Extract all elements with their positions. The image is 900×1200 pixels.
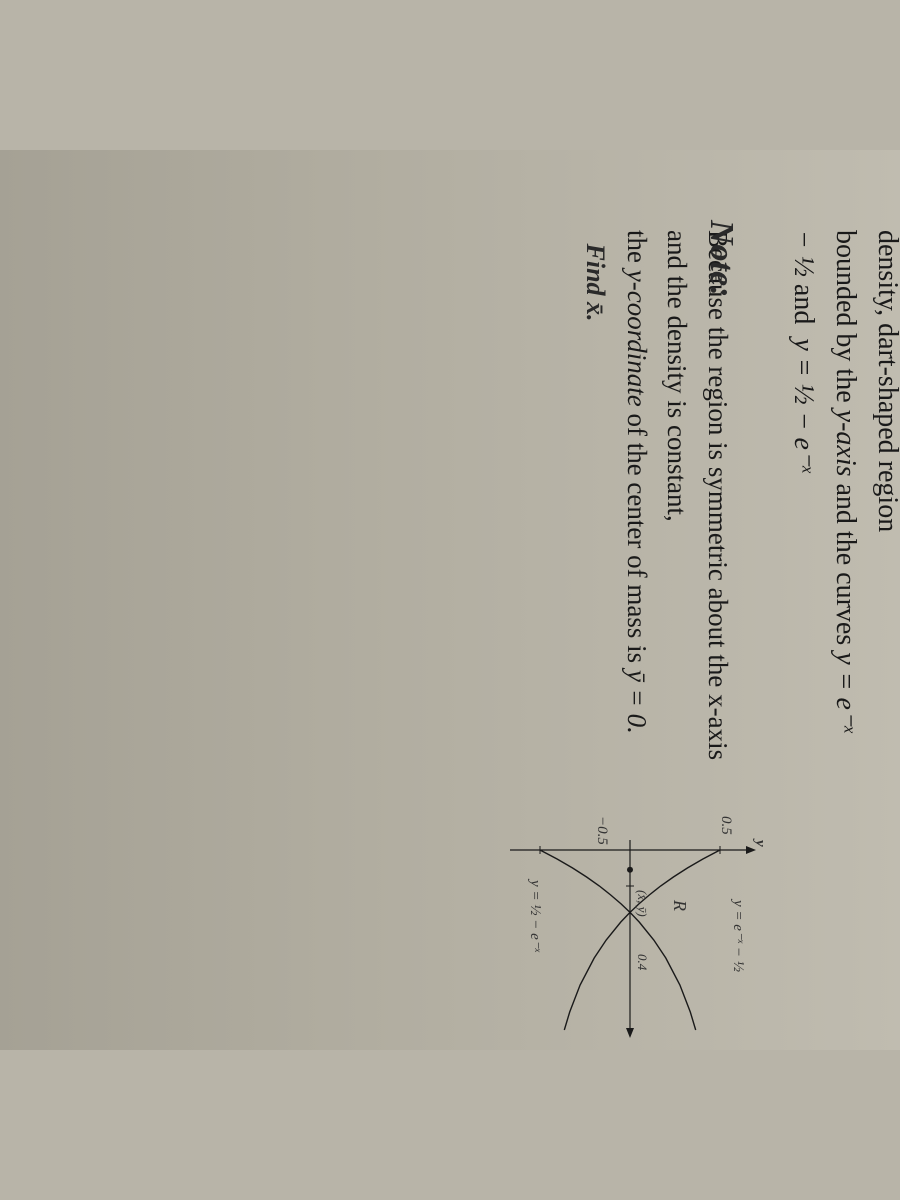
handwritten-find-x: Find x̄. <box>582 244 611 322</box>
problem-line1: Find the centroid (center of mass) of th… <box>872 230 900 731</box>
problem-line2-prefix: bounded by the <box>830 230 861 410</box>
y-axis-text: y-axis <box>830 410 861 477</box>
and-text: and <box>788 277 819 331</box>
hint-line1: Because the region is symmetric about th… <box>663 230 734 760</box>
problem-line2-mid: and the curves <box>830 477 861 653</box>
region-label: R <box>669 900 690 911</box>
hint-line2-mid: of the center of mass is <box>622 407 652 670</box>
problem-statement: Find the centroid (center of mass) of th… <box>782 230 900 1010</box>
handwritten-note-label: Note: <box>702 220 740 297</box>
centroid-point-label: (x̄, ȳ) <box>634 890 650 917</box>
y-axis-label: y <box>751 840 768 847</box>
graph-figure: y 0.5 −0.5 y = e⁻ˣ − ½ y = ½ − e⁻ˣ R (x̄… <box>490 810 770 1040</box>
content-area: Find the centroid (center of mass) of th… <box>0 230 900 1010</box>
curve-label-upper: y = e⁻ˣ − ½ <box>729 900 748 972</box>
hint-line2-prefix: the <box>622 230 652 270</box>
x-tick-label: 0.4 <box>634 954 650 970</box>
y-coordinate-text: y-coordinate <box>622 270 652 407</box>
page: Find the centroid (center of mass) of th… <box>0 150 900 1050</box>
equation-2: y = ½ − e⁻ˣ <box>788 338 819 472</box>
ybar-equation: ȳ = 0. <box>622 670 652 734</box>
tick-label-pos: 0.5 <box>717 816 734 835</box>
tick-label-neg: −0.5 <box>593 816 610 845</box>
centroid-dot <box>627 867 633 873</box>
curve-label-lower: y = ½ − e⁻ˣ <box>526 880 545 952</box>
y-axis-arrow-icon <box>746 846 756 854</box>
x-axis-arrow-icon <box>626 1028 634 1038</box>
